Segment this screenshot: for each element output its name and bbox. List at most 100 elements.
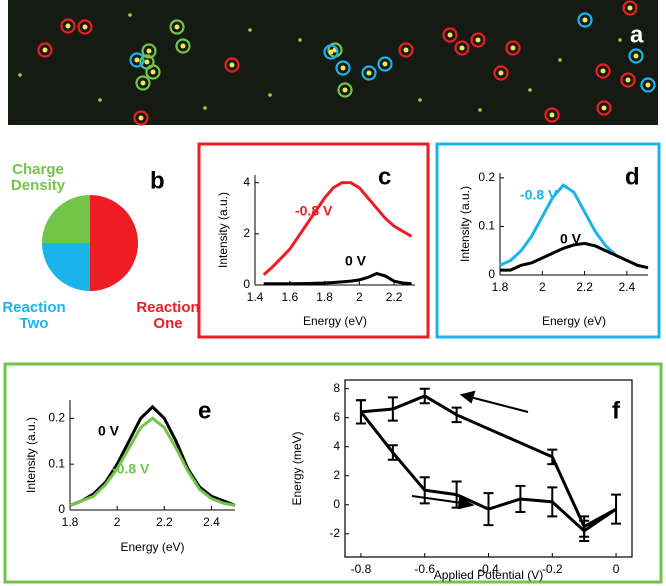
particle [459,45,465,51]
x-tick-label: 0 [613,562,620,576]
particle [403,47,409,53]
error-bar [387,396,398,422]
error-bar [387,444,398,461]
particle [625,77,631,83]
x-tick-label: 1.4 [247,290,264,304]
marker-ring [224,57,240,73]
particle [528,88,532,92]
arrow [469,396,529,413]
panel-label: f [612,397,621,424]
particle [180,43,186,49]
particle [328,49,334,55]
x-tick-label: -0.2 [542,562,563,576]
particle [447,32,453,38]
error-bar [419,476,430,505]
error-bar [483,492,494,527]
y-tick-label: 0 [333,497,340,511]
series-label: -0.8 V [112,461,150,477]
y-tick-label: 8 [333,381,340,395]
series-line [69,416,236,507]
marker-ring [622,0,638,16]
particles [18,0,656,126]
marker-ring [60,18,76,34]
arrow [411,495,463,504]
particle [146,48,152,54]
particle [618,38,622,42]
marker-ring [361,65,377,81]
marker-ring [620,72,636,88]
panel-label: c [378,163,391,190]
marker-ring [337,82,353,98]
x-axis-label: Energy (eV) [120,540,184,554]
y-tick-label: -2 [329,526,340,540]
marker-ring [135,75,151,91]
arrows [411,390,529,510]
x-tick-label: 2.2 [576,280,593,294]
particle [98,98,102,102]
particle [140,80,146,86]
marker-ring [129,52,145,68]
y-tick-label: 0.1 [48,456,65,470]
panel-frame [3,362,663,584]
series-label: 0 V [98,423,120,439]
plot-frame [344,379,633,558]
x-tick-label: 2.2 [386,290,403,304]
y-tick-label: 0 [58,502,65,516]
x-tick-label: 1.8 [316,290,333,304]
series-label: 0 V [345,253,367,269]
x-tick-label: 2 [356,290,363,304]
particle [475,37,481,43]
marker-ring [323,44,339,60]
error-bar [547,448,558,466]
x-tick-label: 1.8 [62,515,79,529]
y-tick-label: 0.2 [478,170,495,184]
particle [229,62,235,68]
error-bar [355,399,366,425]
particle [633,53,639,59]
particle [382,61,388,67]
error-bar [579,515,590,538]
particle [418,98,422,102]
particle [558,58,562,62]
particle [150,69,156,75]
particle [248,28,252,32]
pie-label: Reaction One [136,299,200,332]
arrow-head [459,390,476,404]
particle [600,68,606,74]
error-bar [451,480,462,509]
arrow-head [457,496,475,510]
particle [645,82,651,88]
y-tick-label: 0 [243,277,250,291]
particle [549,112,555,118]
marker-ring [442,27,458,43]
particle [582,17,588,23]
panel-label: b [150,167,165,194]
particle [18,73,22,77]
y-axis-label: Intensity (a.u.) [458,186,472,262]
x-axis-label: Energy (eV) [542,314,606,328]
marker-ring [37,42,53,58]
x-tick-label: -0.4 [478,562,499,576]
marker-ring [133,110,149,126]
marker-ring [493,65,509,81]
y-tick-label: 2 [333,468,340,482]
particle [510,45,516,51]
particle [340,65,346,71]
micrograph [8,0,658,125]
panel-frame [435,142,661,339]
marker-ring [544,107,560,123]
y-tick-label: 2 [243,226,250,240]
pie-label: Charge Density [10,161,66,194]
marker-ring [577,12,593,28]
x-tick-label: -0.8 [351,562,372,576]
y-tick-label: 0.1 [478,219,495,233]
series-label: -0.8 V [520,187,558,203]
particle [203,106,207,110]
y-axis-label: Intensity (a.u.) [24,417,38,493]
x-tick-label: 1.8 [492,280,509,294]
error-bar [611,493,622,525]
marker-ring [505,40,521,56]
x-tick-label: 2.4 [619,280,636,294]
series-line [69,404,236,507]
